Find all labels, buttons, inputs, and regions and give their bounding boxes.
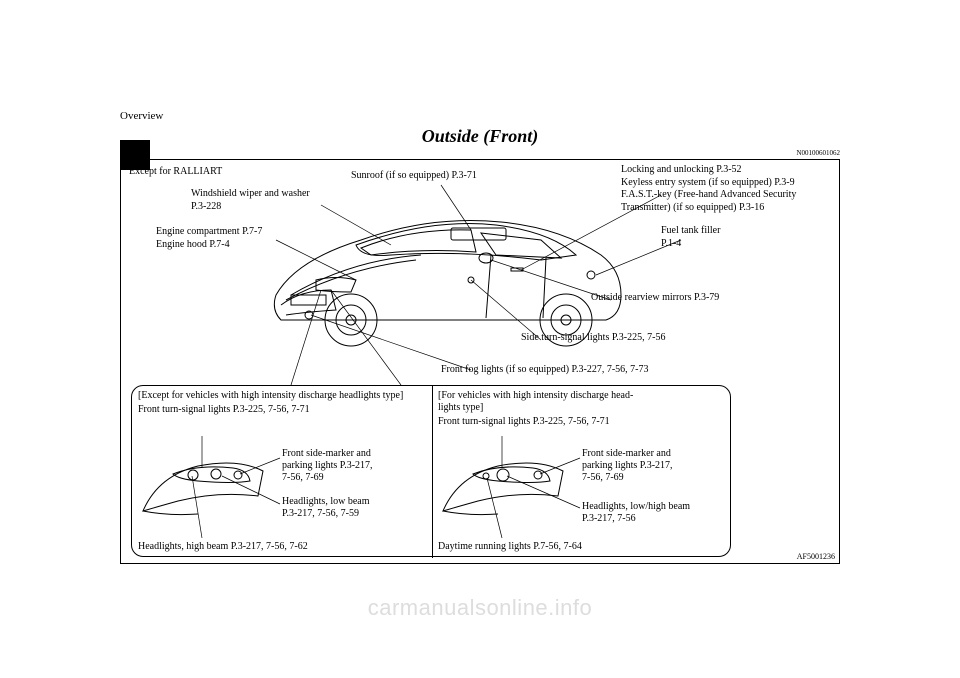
label-fuel: Fuel tank filler P.1-4 [661, 225, 720, 250]
page-title: Outside (Front) [120, 126, 840, 147]
af-code: AF5001236 [797, 552, 835, 561]
inset-left-leaders [132, 386, 432, 556]
section-label: Overview [120, 110, 840, 122]
inset-group: [Except for vehicles with high intensity… [131, 385, 731, 557]
diagram-container: Except for RALLIART [120, 159, 840, 564]
page-content: Overview Outside (Front) N00100601062 Ex… [120, 110, 840, 564]
label-locking: Locking and unlocking P.3-52 Keyless ent… [621, 164, 796, 214]
label-engine: Engine compartment P.7-7 Engine hood P.7… [156, 226, 262, 251]
watermark: carmanualsonline.info [0, 595, 960, 621]
label-sunroof: Sunroof (if so equipped) P.3-71 [351, 170, 477, 183]
inset-right: [For vehicles with high intensity discha… [432, 386, 732, 556]
inset-left: [Except for vehicles with high intensity… [132, 386, 432, 556]
label-side-signal: Side turn-signal lights P.3-225, 7-56 [521, 332, 665, 345]
doc-code: N00100601062 [120, 149, 840, 157]
label-mirrors: Outside rearview mirrors P.3-79 [591, 292, 719, 305]
inset-right-leaders [432, 386, 732, 556]
label-fog: Front fog lights (if so equipped) P.3-22… [441, 364, 649, 377]
label-windshield: Windshield wiper and washer P.3-228 [191, 188, 310, 213]
